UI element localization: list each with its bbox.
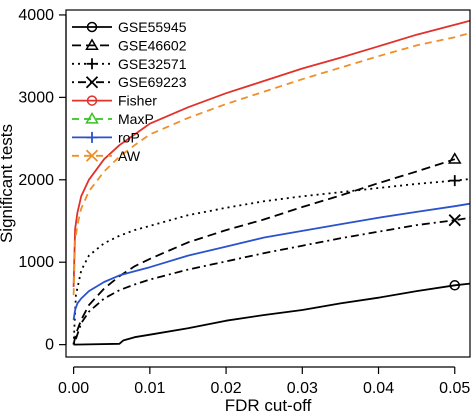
y-axis-label: Significant tests xyxy=(0,124,16,243)
series-line-gse32571 xyxy=(72,178,471,345)
legend-label: roP xyxy=(118,129,140,145)
x-tick-label: 0.05 xyxy=(439,380,470,397)
x-tick-label: 0.02 xyxy=(211,380,242,397)
legend-item: AW xyxy=(72,148,141,164)
legend: GSE55945 GSE46602 GSE32571 GSE69223 Fisher Ma… xyxy=(72,19,187,164)
plot-area: 0 1000 2000 3000 4000 0.00 0.01 0.02 0.03 0.04 0.0… xyxy=(18,7,471,397)
legend-marker xyxy=(86,131,98,143)
x-tick-label: 0.04 xyxy=(363,380,394,397)
series-line-gse46602 xyxy=(72,158,456,345)
legend-label: GSE32571 xyxy=(118,56,187,72)
legend-marker xyxy=(85,76,99,89)
x-tick-label: 0.03 xyxy=(287,380,318,397)
tick-layer: 0 1000 2000 3000 4000 0.00 0.01 0.02 0.03 0.04 0.0… xyxy=(18,7,470,397)
series-line-gse55945 xyxy=(73,282,471,346)
series-line-fisher xyxy=(72,19,471,287)
x-tick-label: 0.01 xyxy=(134,380,165,397)
legend-marker xyxy=(85,38,99,50)
legend-marker xyxy=(86,21,98,33)
legend-item: GSE55945 xyxy=(72,19,187,35)
y-tick-label: 3000 xyxy=(18,89,54,106)
end-marker-gse69223 xyxy=(448,214,461,227)
legend-label: GSE55945 xyxy=(118,19,187,35)
y-tick-label: 2000 xyxy=(18,172,54,189)
y-tick-label: 4000 xyxy=(18,7,54,24)
x-axis-label: FDR cut-off xyxy=(225,396,312,413)
legend-item: GSE46602 xyxy=(72,37,187,53)
legend-marker xyxy=(85,112,99,124)
end-marker-gse55945 xyxy=(449,280,461,291)
x-tick-label: 0.00 xyxy=(58,380,89,397)
legend-marker xyxy=(85,149,99,162)
legend-label: MaxP xyxy=(118,111,154,127)
legend-label: GSE46602 xyxy=(118,37,187,53)
legend-label: Fisher xyxy=(118,93,157,109)
legend-item: GSE69223 xyxy=(72,74,187,90)
end-marker-layer xyxy=(447,152,462,291)
legend-marker xyxy=(86,58,98,70)
legend-label: AW xyxy=(118,148,141,164)
y-tick-label: 0 xyxy=(45,337,54,354)
legend-item: GSE32571 xyxy=(72,56,187,72)
series-line-gse69223 xyxy=(72,216,471,345)
end-marker-gse46602 xyxy=(447,152,462,164)
legend-label: GSE69223 xyxy=(118,74,187,90)
series-line-rop xyxy=(72,202,471,321)
series-line-aw xyxy=(72,32,471,296)
legend-marker xyxy=(86,95,98,106)
series-layer xyxy=(72,19,471,346)
legend-item: roP xyxy=(72,129,140,145)
y-tick-label: 1000 xyxy=(18,254,54,271)
legend-item: MaxP xyxy=(72,111,154,127)
plot-frame xyxy=(65,9,471,358)
legend-item: Fisher xyxy=(72,93,157,109)
end-marker-gse32571 xyxy=(449,175,461,187)
